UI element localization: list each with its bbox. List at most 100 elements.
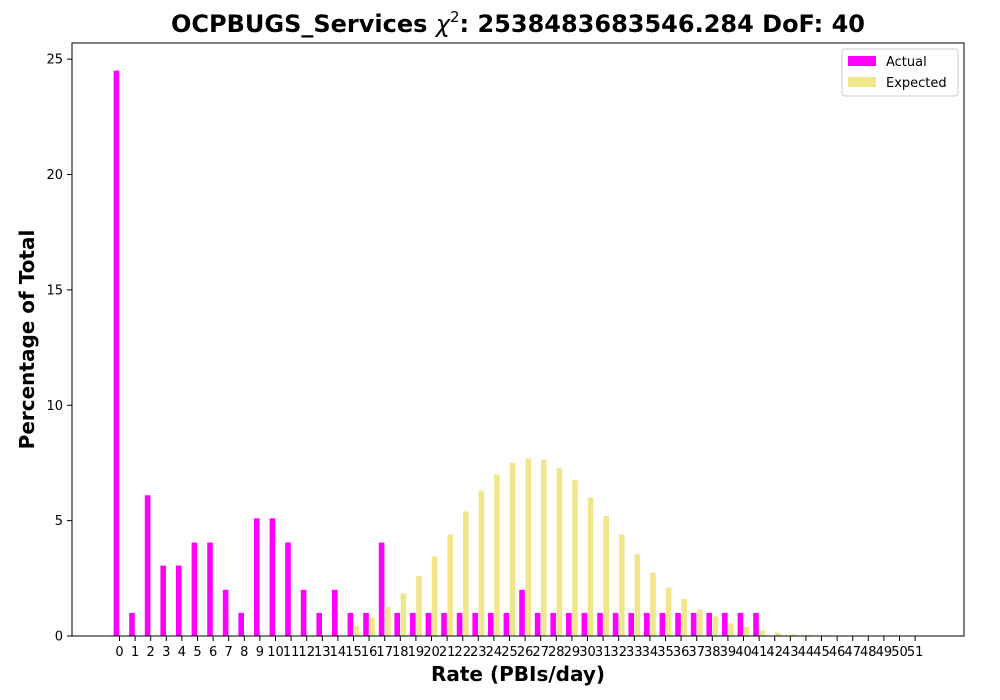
x-tick-label: 23 (470, 645, 487, 660)
x-tick-label: 11 (283, 645, 300, 660)
bar-expected-42 (775, 632, 781, 636)
bar-actual-2 (144, 495, 151, 636)
bar-actual-41 (753, 612, 759, 636)
x-tick-label: 14 (330, 645, 347, 660)
bar-actual-15 (347, 612, 354, 636)
bar-expected-26 (525, 458, 531, 636)
y-tick-label: 25 (46, 53, 63, 68)
x-tick-label: 5 (193, 645, 201, 660)
x-tick-label: 33 (626, 645, 643, 660)
bar-actual-14 (332, 589, 338, 636)
bar-expected-41 (759, 630, 765, 636)
x-tick-label: 29 (564, 645, 581, 660)
x-tick-label: 10 (267, 645, 284, 660)
x-tick-label: 19 (408, 645, 425, 660)
x-tick-label: 36 (673, 645, 690, 660)
bar-expected-36 (681, 599, 687, 636)
x-tick-label: 24 (486, 645, 503, 660)
bar-expected-22 (463, 511, 469, 636)
bar-expected-40 (743, 626, 750, 636)
bar-expected-28 (556, 467, 563, 636)
bar-actual-26 (519, 589, 525, 636)
legend: Actual Expected (841, 48, 959, 97)
x-tick-label: 43 (782, 645, 799, 660)
bar-actual-25 (503, 612, 510, 636)
bar-actual-32 (612, 612, 619, 636)
bar-actual-19 (410, 612, 416, 636)
x-tick-label: 6 (209, 645, 217, 660)
x-tick-label: 42 (766, 645, 783, 660)
bar-actual-13 (316, 612, 322, 636)
bar-actual-35 (659, 612, 666, 636)
x-tick-label: 25 (501, 645, 518, 660)
bar-actual-29 (566, 612, 572, 636)
legend-label-expected: Expected (886, 76, 947, 91)
x-tick-label: 49 (876, 645, 893, 660)
bar-actual-6 (207, 542, 213, 636)
bar-actual-37 (690, 612, 697, 636)
x-tick-label: 47 (844, 645, 861, 660)
bar-actual-4 (176, 565, 182, 636)
bar-expected-27 (541, 459, 547, 636)
bar-expected-30 (587, 497, 594, 636)
bar-expected-35 (665, 587, 672, 636)
bar-expected-31 (603, 516, 609, 636)
bar-actual-9 (254, 518, 260, 636)
bar-actual-5 (191, 542, 198, 636)
bar-actual-36 (675, 612, 681, 636)
bar-expected-24 (494, 474, 500, 636)
bar-expected-38 (712, 616, 719, 636)
bar-actual-33 (628, 612, 634, 636)
bar-expected-44 (806, 634, 812, 636)
bar-expected-33 (634, 554, 641, 636)
x-tick-label: 51 (907, 645, 924, 660)
bar-expected-39 (728, 623, 734, 636)
x-tick-label: 21 (439, 645, 456, 660)
x-tick-label: 26 (517, 645, 534, 660)
bar-actual-21 (441, 612, 447, 636)
legend-swatch-expected (848, 77, 876, 87)
bar-actual-22 (456, 612, 463, 636)
x-tick-label: 0 (115, 645, 123, 660)
x-axis-label: Rate (PBIs/day) (431, 662, 605, 686)
chart-title-prefix: OCPBUGS_Services (171, 10, 436, 38)
x-tick-label: 18 (392, 645, 409, 660)
x-tick-label: 1 (131, 645, 139, 660)
y-tick-label: 15 (46, 283, 63, 298)
bar-actual-12 (300, 589, 307, 636)
bar-actual-7 (222, 589, 229, 636)
x-tick-label: 9 (256, 645, 264, 660)
x-tick-label: 41 (751, 645, 768, 660)
bar-actual-0 (113, 70, 120, 636)
bar-expected-37 (697, 609, 703, 636)
y-tick-label: 0 (55, 630, 63, 645)
chart-title-suffix: : 2538483683546.284 DoF: 40 (460, 10, 865, 38)
x-tick-label: 32 (610, 645, 627, 660)
bar-actual-18 (394, 612, 400, 636)
bar-expected-23 (478, 490, 485, 636)
bar-expected-18 (400, 593, 407, 636)
bar-actual-11 (285, 542, 291, 636)
bar-expected-15 (353, 625, 360, 636)
x-tick-label: 37 (688, 645, 705, 660)
chart-title-chi: χ (434, 10, 451, 38)
bar-expected-29 (572, 480, 578, 636)
bar-expected-20 (431, 556, 438, 636)
plot-frame (71, 42, 965, 637)
x-tick-label: 40 (735, 645, 752, 660)
x-tick-label: 34 (642, 645, 659, 660)
bar-actual-38 (706, 612, 712, 636)
x-tick-label: 28 (548, 645, 565, 660)
y-tick-label: 5 (55, 514, 63, 529)
x-tick-label: 35 (657, 645, 674, 660)
bar-actual-24 (488, 612, 494, 636)
bar-actual-39 (722, 612, 728, 636)
bar-actual-20 (425, 612, 432, 636)
x-tick-label: 7 (225, 645, 233, 660)
bar-actual-40 (737, 612, 744, 636)
y-axis-label: Percentage of Total (15, 230, 39, 450)
x-tick-label: 4 (178, 645, 186, 660)
x-tick-label: 39 (720, 645, 737, 660)
bar-actual-28 (550, 612, 556, 636)
